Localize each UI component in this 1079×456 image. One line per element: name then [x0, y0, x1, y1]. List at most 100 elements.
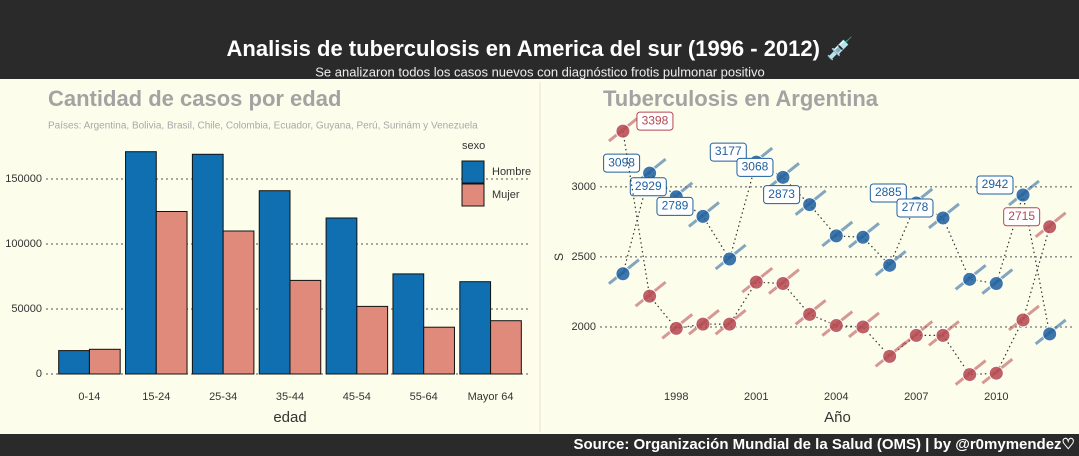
value-label: 3068 [742, 160, 769, 174]
point [802, 306, 818, 322]
page-subtitle: Se analizaron todos los casos nuevos con… [315, 64, 764, 79]
bar [325, 217, 358, 375]
x-axis-label: edad [273, 409, 306, 426]
bar [356, 305, 389, 375]
point [935, 327, 951, 343]
bar [155, 211, 188, 375]
y-tick-label: 0 [36, 368, 42, 380]
point [642, 288, 658, 304]
point [695, 208, 711, 224]
point [802, 197, 818, 213]
point [748, 274, 764, 290]
bar [191, 153, 224, 375]
point [988, 276, 1004, 292]
label-box [636, 111, 674, 131]
point [722, 316, 738, 332]
y-tick-label: 2000 [572, 321, 596, 333]
point [908, 327, 924, 343]
point [1015, 187, 1031, 203]
y-tick-label: 3000 [572, 181, 596, 193]
value-label: 3098 [608, 155, 635, 169]
value-label: 2929 [635, 179, 662, 193]
chart-subtitle: Países: Argentina, Bolivia, Brasil, Chil… [48, 121, 478, 132]
point [775, 276, 791, 292]
point [935, 210, 951, 226]
x-axis-label: Año [824, 409, 851, 426]
age-chart: Cantidad de casos por edad Países: Argent… [5, 86, 531, 426]
bar [258, 190, 291, 375]
label-box [603, 153, 641, 173]
header-band [0, 0, 1079, 79]
point [828, 228, 844, 244]
point [855, 229, 871, 245]
value-label: 3177 [715, 144, 742, 158]
y-tick-label: 50000 [11, 303, 42, 315]
page-title: Analisis de tuberculosis en America del … [227, 36, 854, 61]
legend-swatch [461, 183, 485, 207]
footer-source: Source: Organización Mundial de la Salud… [573, 436, 1075, 453]
x-tick-label: 35-44 [276, 391, 304, 403]
point [882, 348, 898, 364]
x-tick-label: 2004 [824, 391, 848, 403]
x-tick-label: 1998 [664, 391, 688, 403]
point [1042, 219, 1058, 235]
x-tick-label: 25-34 [209, 391, 237, 403]
point [962, 367, 978, 383]
value-label: 2873 [768, 187, 795, 201]
x-tick-label: 2001 [744, 391, 768, 403]
y-tick-label: 150000 [5, 173, 42, 185]
label-box [869, 183, 907, 203]
point [962, 271, 978, 287]
label-box [896, 198, 934, 218]
point [855, 319, 871, 335]
point [615, 123, 631, 139]
label-box [736, 157, 774, 177]
footer-band [0, 434, 1079, 456]
bar [289, 279, 322, 375]
x-tick-label: 2010 [984, 391, 1008, 403]
value-label: 2778 [902, 200, 929, 214]
bar [459, 281, 492, 375]
x-tick-label: 2007 [904, 391, 928, 403]
value-label: 2789 [662, 199, 689, 213]
x-tick-label: 55-64 [410, 391, 438, 403]
x-tick-label: Mayor 64 [468, 391, 514, 403]
legend-label: Mujer [492, 189, 520, 201]
value-label: 2715 [1008, 209, 1035, 223]
bar [125, 151, 157, 375]
label-box [656, 196, 694, 216]
y-tick-label: 2500 [572, 251, 596, 263]
chart-title: Tuberculosis en Argentina [603, 86, 879, 111]
label-box [709, 142, 747, 162]
point [988, 365, 1004, 381]
value-label: 2942 [982, 177, 1009, 191]
legend-label: Hombre [492, 166, 531, 178]
bar [392, 273, 425, 375]
argentina-chart: Tuberculosis en Argentina 2000 2500 3000 199… [552, 86, 1075, 426]
label-box [976, 175, 1014, 195]
point [828, 318, 844, 334]
value-label: 3398 [642, 113, 669, 127]
legend-swatch [461, 160, 485, 184]
label-box [763, 185, 801, 205]
label-box [629, 177, 667, 197]
legend-title: sexo [462, 140, 485, 152]
bar [423, 326, 455, 375]
x-tick-label: 15-24 [142, 391, 170, 403]
bar [58, 350, 90, 375]
bar [490, 320, 522, 375]
point [695, 316, 711, 332]
x-tick-label: 0-14 [78, 391, 100, 403]
point [668, 320, 684, 336]
bar [88, 348, 121, 375]
label-box [1003, 207, 1041, 227]
bar [222, 230, 255, 375]
point [1042, 326, 1058, 342]
y-tick-label: 100000 [5, 238, 42, 250]
value-label: 2885 [875, 185, 902, 199]
point [775, 169, 791, 185]
chart-title: Cantidad de casos por edad [48, 86, 341, 111]
point [722, 251, 738, 267]
